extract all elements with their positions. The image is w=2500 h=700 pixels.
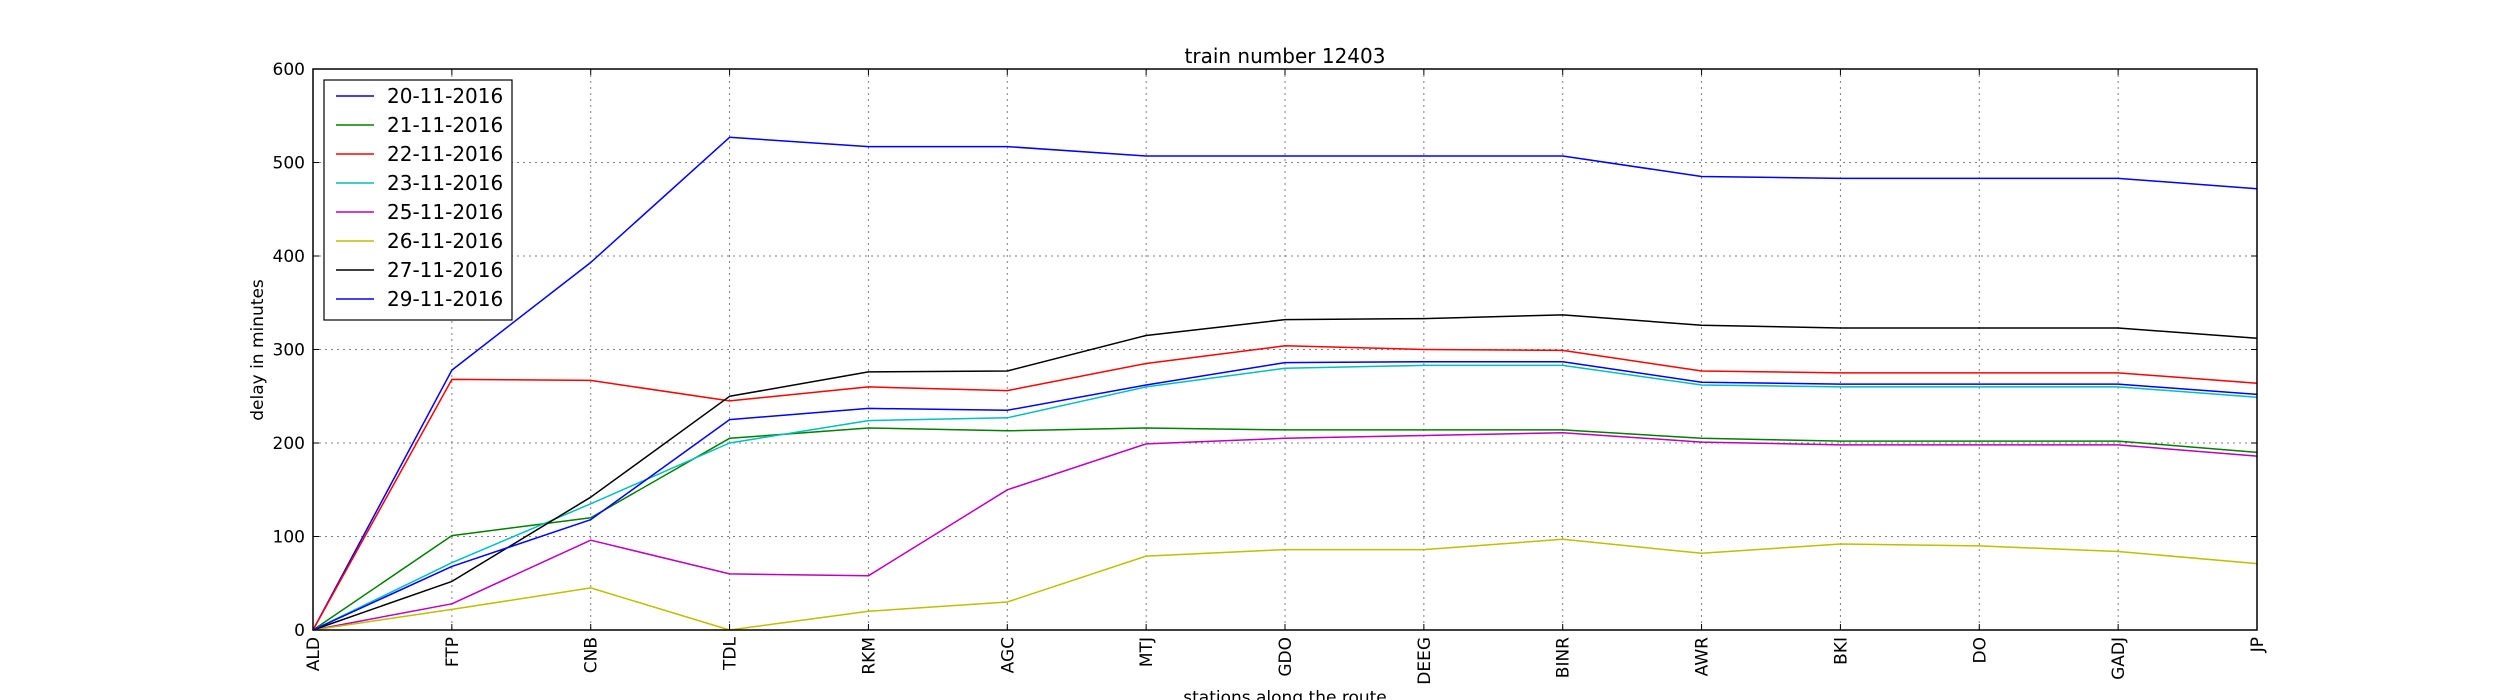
chart-title: train number 12403 [1185,44,1386,68]
y-axis-label: delay in minutes [248,279,268,421]
legend-label: 25-11-2016 [387,200,503,224]
legend-label: 29-11-2016 [387,287,503,311]
x-tick-label: BINR [1554,637,1574,678]
x-tick-label: JP [2248,637,2268,653]
legend-label: 23-11-2016 [387,171,503,195]
series-lines [312,136,2258,631]
series-line-21-11-2016 [312,427,2258,631]
y-tick-label: 500 [273,154,305,174]
y-tick-label: 100 [273,528,305,548]
x-tick-label: AWR [1693,637,1713,677]
legend-label: 27-11-2016 [387,258,503,282]
x-tick-label: TDL [721,636,741,670]
series-line-25-11-2016 [312,431,2258,631]
x-axis-label: stations along the route [1183,688,1387,700]
x-tick-label: CNB [582,637,602,673]
series-line-29-11-2016 [312,360,2258,631]
x-tick-label: RKM [859,637,879,675]
y-tick-label: 0 [294,621,305,641]
legend-label: 20-11-2016 [387,84,503,108]
x-tick-label: DO [1970,637,1990,663]
x-tick-label: GDO [1276,637,1296,677]
y-tick-label: 400 [273,247,305,267]
legend-label: 26-11-2016 [387,229,503,253]
series-line-23-11-2016 [312,364,2258,631]
legend-label: 22-11-2016 [387,142,503,166]
y-tick-label: 300 [273,341,305,361]
series-line-26-11-2016 [312,538,2258,631]
x-tick-label: FTP [443,637,463,667]
x-tick-label: AGC [998,637,1018,673]
y-tick-label: 600 [273,60,305,80]
x-tick-label: MTJ [1137,637,1157,667]
legend: 20-11-2016 21-11-2016 22-11-2016 23-11-2016… [323,79,513,321]
legend-box [323,79,513,321]
series-line-27-11-2016 [312,314,2258,631]
x-tick-label: BKI [1831,637,1851,665]
x-tick-label: DEEG [1415,637,1435,685]
series-line-22-11-2016 [312,345,2258,631]
y-tick-label: 200 [273,434,305,454]
series-line-20-11-2016 [312,136,2258,631]
axis-ticks: ALD FTP CNB TDL RKM AGC MTJ GDO DEEG BINR AWR BKI DO… [273,60,2268,685]
legend-label: 21-11-2016 [387,113,503,137]
x-tick-label: GADJ [2109,637,2129,680]
x-tick-label: ALD [304,637,324,671]
